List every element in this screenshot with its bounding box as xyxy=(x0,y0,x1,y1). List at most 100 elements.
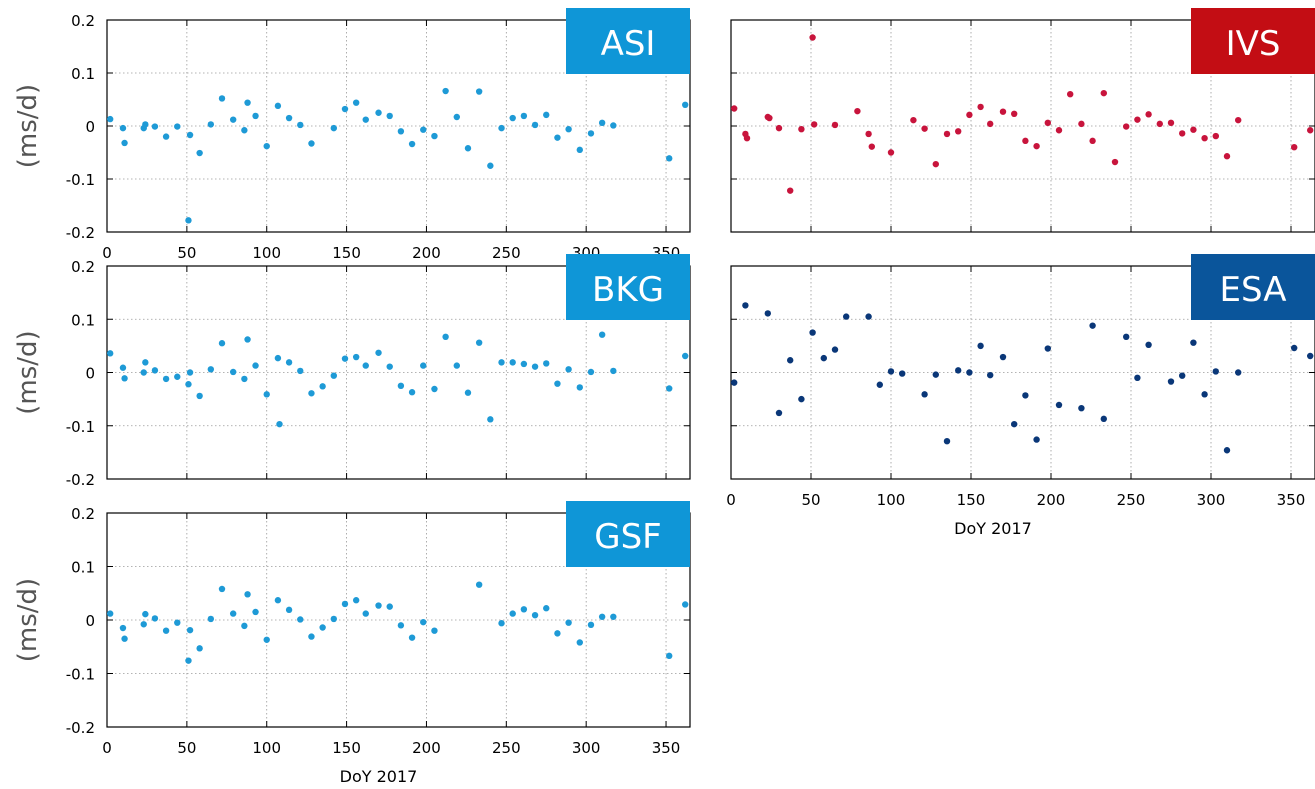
data-point xyxy=(831,121,839,129)
data-point xyxy=(987,371,994,379)
data-point xyxy=(431,385,438,393)
panel-label: ASI xyxy=(601,24,656,64)
data-point xyxy=(252,112,259,120)
data-point xyxy=(362,116,369,123)
data-point xyxy=(811,121,818,128)
data-point xyxy=(682,352,689,360)
data-point xyxy=(386,603,393,610)
data-point xyxy=(854,107,861,115)
data-point xyxy=(798,125,805,133)
data-point xyxy=(775,124,783,132)
data-point xyxy=(1134,374,1141,382)
data-point xyxy=(887,149,895,156)
data-point xyxy=(475,88,483,95)
data-point xyxy=(809,329,816,336)
data-point xyxy=(397,622,405,629)
series-gsf xyxy=(107,581,689,664)
data-point xyxy=(308,140,315,147)
y-tick-label: -0.1 xyxy=(66,171,95,189)
data-point xyxy=(1212,132,1220,140)
data-point xyxy=(1055,401,1063,409)
data-point xyxy=(775,409,783,417)
data-point xyxy=(932,160,939,168)
data-point xyxy=(731,105,738,112)
data-point xyxy=(352,597,360,604)
x-tick-label: 350 xyxy=(1277,491,1306,509)
data-point xyxy=(966,111,973,119)
data-point xyxy=(375,602,382,609)
data-point xyxy=(509,610,516,617)
data-point xyxy=(498,620,505,627)
data-point xyxy=(487,416,494,423)
data-point xyxy=(587,130,595,137)
data-point xyxy=(274,354,282,362)
data-point xyxy=(1156,120,1164,128)
y-tick-label: -0.2 xyxy=(66,719,95,737)
data-point xyxy=(186,131,194,139)
data-point xyxy=(142,359,149,366)
data-point xyxy=(218,95,226,102)
data-point xyxy=(185,381,192,388)
data-point xyxy=(196,645,203,652)
data-point xyxy=(1055,127,1063,134)
panel-badge xyxy=(566,501,690,567)
data-point xyxy=(107,115,114,123)
data-point xyxy=(442,87,449,95)
data-point xyxy=(899,370,906,377)
data-point xyxy=(142,610,149,618)
data-point xyxy=(218,340,226,347)
data-point xyxy=(330,124,338,132)
data-point xyxy=(207,121,215,128)
data-point xyxy=(743,134,751,142)
data-point xyxy=(742,302,749,309)
data-point xyxy=(252,362,259,369)
panel-asi: ASI-0.2-0.100.10.20 50 100 150 200 250 300 350(… xyxy=(13,8,691,262)
data-point xyxy=(263,391,270,398)
data-point xyxy=(297,616,304,623)
data-point xyxy=(119,364,127,371)
data-point xyxy=(319,624,326,631)
x-tick-label: 250 xyxy=(492,244,521,262)
data-point xyxy=(162,375,170,383)
data-point xyxy=(274,102,282,110)
x-tick-label: 50 xyxy=(177,244,196,262)
data-point xyxy=(341,355,349,362)
data-point xyxy=(186,369,194,376)
data-point xyxy=(487,162,494,169)
x-tick-label: 250 xyxy=(1117,491,1146,509)
data-point xyxy=(1134,116,1141,123)
data-point xyxy=(498,359,505,366)
data-point xyxy=(229,610,237,617)
data-point xyxy=(1078,404,1085,412)
data-point xyxy=(352,353,360,361)
data-point xyxy=(142,121,149,128)
data-point xyxy=(666,652,673,660)
data-point xyxy=(185,217,192,224)
data-point xyxy=(868,143,875,150)
data-point xyxy=(151,615,159,622)
x-tick-label: 350 xyxy=(652,739,681,757)
x-tick-label: 50 xyxy=(801,491,820,509)
data-point xyxy=(121,635,128,642)
y-tick-label: -0.1 xyxy=(66,418,95,436)
y-axis-label: (ms/d) xyxy=(13,330,43,414)
data-point xyxy=(576,384,583,391)
data-point xyxy=(731,379,738,386)
plot-frame xyxy=(730,265,1315,480)
data-point xyxy=(1033,142,1040,150)
data-point xyxy=(1044,119,1052,127)
data-point xyxy=(185,657,192,664)
data-point xyxy=(263,636,270,643)
data-point xyxy=(798,395,805,403)
data-point xyxy=(554,630,561,637)
data-point xyxy=(531,611,539,619)
data-point xyxy=(308,390,315,397)
data-point xyxy=(1078,120,1085,128)
y-tick-label: 0 xyxy=(85,612,95,630)
x-tick-label: 150 xyxy=(332,244,361,262)
data-point xyxy=(977,342,984,350)
panel-label: GSF xyxy=(594,517,662,557)
data-point xyxy=(610,613,617,620)
plot-frame xyxy=(106,512,691,728)
series-bkg xyxy=(107,331,689,428)
